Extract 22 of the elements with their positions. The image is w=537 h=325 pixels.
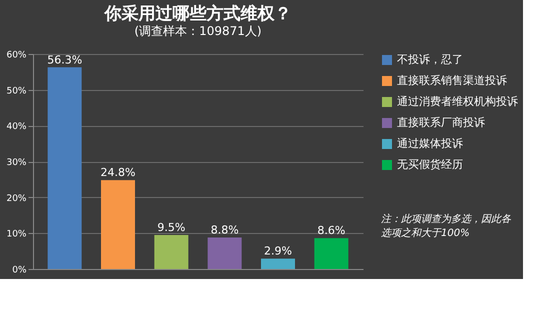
chart-subtitle: (调查样本：109871人): [134, 24, 262, 38]
chart-title: 你采用过哪些方式维权？: [104, 4, 292, 24]
y-tick-label: 0%: [12, 266, 27, 276]
legend-label: 不投诉，忍了: [397, 53, 463, 66]
legend-label: 无买假货经历: [397, 158, 463, 171]
data-label: 8.6%: [317, 224, 346, 238]
y-tick-label: 60%: [6, 50, 27, 60]
legend-label: 通过消费者维权机构投诉: [397, 95, 518, 108]
y-tick-label: 20%: [6, 194, 27, 204]
data-label: 2.9%: [264, 244, 292, 258]
y-tick-label: 50%: [6, 86, 27, 96]
legend-label: 直接联系销售渠道投诉: [397, 74, 507, 87]
data-label: 24.8%: [100, 166, 136, 180]
text: 注：此项调查为多选，因此各选项之和大于100%: [381, 213, 512, 239]
legend-label: 通过媒体投诉: [397, 137, 463, 150]
legend-label: 直接联系厂商投诉: [397, 116, 485, 129]
y-tick-label: 40%: [6, 122, 27, 132]
data-label: 9.5%: [157, 220, 186, 234]
data-label: 56.3%: [47, 53, 82, 66]
data-label: 8.8%: [210, 223, 239, 236]
y-tick-label: 10%: [6, 230, 27, 240]
y-tick-label: 30%: [6, 158, 27, 168]
